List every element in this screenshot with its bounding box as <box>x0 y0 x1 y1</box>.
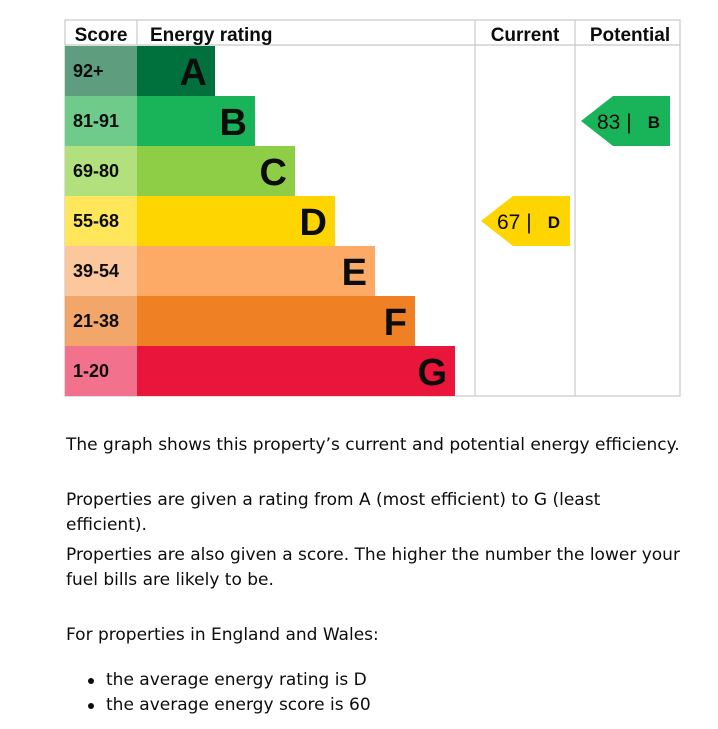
rating-bar <box>137 346 455 396</box>
current-marker-arrow <box>481 196 570 246</box>
band-g: 1-20 G <box>65 346 455 396</box>
list-item: the average energy rating is D <box>88 668 371 693</box>
description-region: For properties in England and Wales: <box>66 625 379 645</box>
potential-marker-arrow <box>581 96 670 146</box>
rating-bar <box>137 246 375 296</box>
score-range-label: 39-54 <box>73 261 119 281</box>
score-cell <box>65 196 137 246</box>
description-rating-scale: Properties are given a rating from A (mo… <box>66 490 601 535</box>
rating-letter: E <box>342 252 367 294</box>
score-cell <box>65 346 137 396</box>
band-b: 81-91 B <box>65 96 255 146</box>
score-range-label: 92+ <box>73 61 104 81</box>
rating-bands: 92+ A 81-91 B 69-80 C 55-68 D 39-54 E 21-38 F 1-20 G <box>65 46 455 396</box>
average-list: the average energy rating is D the avera… <box>88 668 371 718</box>
list-item: the average energy score is 60 <box>88 693 371 718</box>
description-graph: The graph shows this property’s current … <box>66 435 680 455</box>
header-potential: Potential <box>590 25 670 46</box>
current-marker-rating-letter: D <box>548 213 560 232</box>
current-marker-score-label: 67 | <box>497 211 532 234</box>
band-f: 21-38 F <box>65 296 415 346</box>
epc-chart: 92+ A81-91 B69-80 C55-68 D39-54 E21-38 F1-20 G … <box>64 19 681 397</box>
score-cell <box>65 246 137 296</box>
score-cell <box>65 146 137 196</box>
band-e: 39-54 E <box>65 246 375 296</box>
rating-bar <box>137 296 415 346</box>
rating-bar <box>137 196 335 246</box>
score-range-label: 81-91 <box>73 111 119 131</box>
potential-marker-rating-letter: B <box>648 113 660 132</box>
score-range-label: 21-38 <box>73 311 119 331</box>
header-score: Score <box>75 25 128 46</box>
score-cell <box>65 96 137 146</box>
rating-letter: C <box>260 152 287 194</box>
potential-marker-score-label: 83 | <box>597 111 632 134</box>
rating-letter: A <box>180 52 207 94</box>
header-current: Current <box>491 25 560 46</box>
rating-bar <box>137 46 215 96</box>
rating-letter: G <box>417 352 447 394</box>
current-marker: 67 | D <box>481 196 570 246</box>
rating-markers: 67 | D 83 | B <box>481 96 670 246</box>
header-energy-rating: Energy rating <box>150 25 272 46</box>
rating-letter: D <box>300 202 327 244</box>
score-cell <box>65 296 137 346</box>
description-score: Properties are also given a score. The h… <box>66 545 680 590</box>
rating-bar <box>137 96 255 146</box>
column-headers: Score Energy rating Current Potential <box>75 25 671 46</box>
rating-letter: F <box>384 302 407 344</box>
band-a: 92+ A <box>65 46 215 96</box>
score-range-label: 69-80 <box>73 161 119 181</box>
potential-marker: 83 | B <box>581 96 670 146</box>
score-cell <box>65 46 137 96</box>
score-range-label: 55-68 <box>73 211 119 231</box>
band-c: 69-80 C <box>65 146 295 196</box>
band-d: 55-68 D <box>65 196 335 246</box>
score-range-label: 1-20 <box>73 361 109 381</box>
rating-letter: B <box>220 102 247 144</box>
rating-bar <box>137 146 295 196</box>
